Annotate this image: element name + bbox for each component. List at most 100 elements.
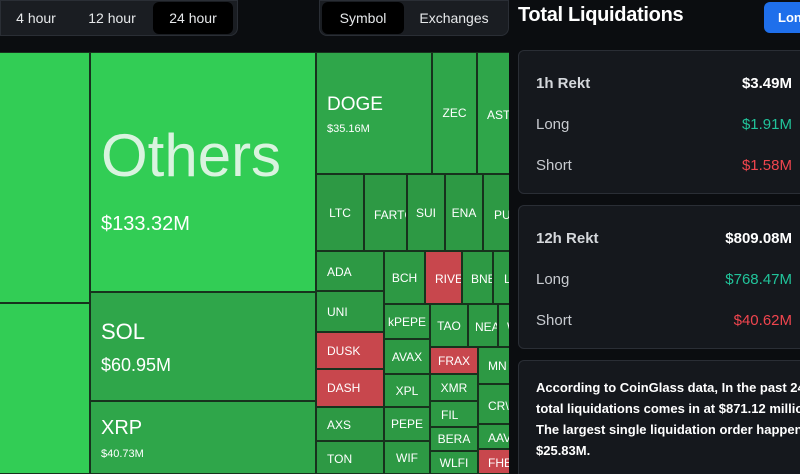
pu-symbol: PU [494,208,509,222]
w-symbol: W [507,320,509,334]
treemap-tile-w[interactable]: W [498,304,509,347]
treemap-tile-pu[interactable]: PU [483,174,509,251]
rekt-12h-label: 12h Rekt [536,230,599,247]
bera-symbol: BERA [437,432,471,446]
dash-symbol: DASH [327,381,361,395]
treemap-tile-l[interactable]: L [493,251,509,304]
treemap-tile-kpepe[interactable]: kPEPE [384,304,430,339]
treemap-tile-xmr[interactable]: XMR [430,374,478,401]
rekt-12h-long-row: Long $768.47M [536,271,792,288]
treemap-tile-pepe[interactable]: PEPE [384,407,430,441]
rekt-12h-card: 12h Rekt $809.08M Long $768.47M Short $4… [518,205,800,349]
bnb-symbol: BNE [471,272,492,286]
treemap-tile-doge[interactable]: DOGE $35.16M [316,52,432,174]
treemap-tile-frax[interactable]: FRAX [430,347,478,374]
near-symbol: NEA [475,320,498,334]
time-range-selector: 4 hour 12 hour 24 hour [0,0,238,36]
treemap-tile-ast[interactable]: AST [477,52,509,174]
time-24h-button[interactable]: 24 hour [153,2,233,34]
treemap-tile-ton[interactable]: TON [316,441,384,474]
fhe-symbol: FHE [488,456,509,470]
treemap-tile-axs[interactable]: AXS [316,407,384,441]
treemap-tile-ltc[interactable]: LTC [316,174,364,251]
rekt-1h-short-value: $1.58M [741,157,792,174]
crv-symbol: CR\ [488,399,509,413]
treemap-tile-aave[interactable]: AAV [478,424,509,449]
treemap-tile-fartcoin[interactable]: FARTC [364,174,407,251]
treemap-tile-dash[interactable]: DASH [316,369,384,407]
rekt-12h-long-label: Long [536,271,570,288]
treemap-tile-avax[interactable]: AVAX [384,339,430,374]
ton-symbol: TON [327,452,353,466]
treemap-tile-dusk[interactable]: DUSK [316,332,384,369]
treemap-tile-bch[interactable]: BCH [384,251,425,304]
mn-symbol: MN [488,359,507,373]
treemap-tile-fil[interactable]: FIL [430,401,478,427]
uni-symbol: UNI [327,305,348,319]
time-12h-button[interactable]: 12 hour [88,10,136,26]
rekt-1h-total-row: 1h Rekt $3.49M [536,75,792,92]
wif-symbol: WIF [396,450,418,465]
xmr-symbol: XMR [440,380,468,395]
treemap-tile-bera[interactable]: BERA [430,427,478,451]
xrp-symbol: XRP [101,417,143,439]
summary-line-4: $25.83M. [536,443,591,458]
rekt-12h-short-value: $40.62M [733,312,792,329]
xpl-symbol: XPL [395,383,419,398]
treemap-tile-ada[interactable]: ADA [316,251,384,291]
treemap-tile-near[interactable]: NEA [468,304,498,347]
treemap-tile-uni[interactable]: UNI [316,291,384,332]
treemap-tile-sol[interactable]: SOL $60.95M [90,292,316,401]
summary-card: According to CoinGlass data, In the past… [518,360,800,474]
treemap-tile-sui[interactable]: SUI [407,174,445,251]
ena-symbol: ENA [451,205,477,220]
rekt-12h-long-value: $768.47M [725,271,792,288]
liquidation-treemap: Others $133.32M SOL $60.95M XRP $40.73M … [0,52,509,474]
treemap-tile-others[interactable]: Others $133.32M [90,52,316,292]
treemap-tile-wlfi[interactable]: WLFI [430,451,478,474]
rekt-12h-short-row: Short $40.62M [536,312,792,329]
treemap-tile-wif[interactable]: WIF [384,441,430,474]
summary-line-2: total liquidations comes in at $871.12 m… [536,401,800,416]
rekt-12h-short-label: Short [536,312,572,329]
treemap-tile-zec[interactable]: ZEC [432,52,477,174]
rekt-1h-short-label: Short [536,157,572,174]
ast-symbol: AST [487,108,509,122]
summary-text: According to CoinGlass data, In the past… [536,377,800,461]
rekt-1h-long-row: Long $1.91M [536,116,792,133]
others-symbol: Others [101,122,282,189]
wlfi-symbol: WLFI [439,455,469,470]
pepe-symbol: PEPE [390,417,423,431]
symbol-view-button[interactable]: Symbol [322,2,404,34]
treemap-tile-left-top[interactable] [0,52,90,303]
kpepe-symbol: kPEPE [387,314,426,329]
treemap-tile-rive[interactable]: RIVE [425,251,462,304]
rekt-12h-total: $809.08M [725,230,792,247]
treemap-tile-xrp[interactable]: XRP $40.73M [90,401,316,474]
exchanges-view-button[interactable]: Exchanges [419,10,489,26]
time-4h-button[interactable]: 4 hour [16,10,56,26]
dusk-symbol: DUSK [327,344,361,358]
treemap-tile-mn[interactable]: MN [478,347,509,384]
treemap-tile-left-bottom[interactable] [0,303,90,474]
rekt-12h-total-row: 12h Rekt $809.08M [536,230,792,247]
sol-symbol: SOL [101,319,146,344]
treemap-tile-tao[interactable]: TAO [430,304,468,347]
long-button[interactable]: Lon [764,2,800,33]
frax-symbol: FRAX [437,353,470,368]
fil-symbol: FIL [441,408,459,422]
treemap-tile-crv[interactable]: CR\ [478,384,509,424]
summary-line-1: According to CoinGlass data, In the past… [536,380,800,395]
treemap-tile-fhe[interactable]: FHE [478,449,509,474]
view-mode-selector: Symbol Exchanges [319,0,509,36]
treemap-tile-ena[interactable]: ENA [445,174,483,251]
xrp-value: $40.73M [101,448,144,460]
avax-symbol: AVAX [391,349,423,364]
treemap-tile-bnb[interactable]: BNE [462,251,493,304]
rekt-1h-long-label: Long [536,116,570,133]
treemap-tile-xpl[interactable]: XPL [384,374,430,407]
ltc-symbol: LTC [329,205,351,220]
doge-symbol: DOGE [327,94,383,115]
rekt-1h-label: 1h Rekt [536,75,591,92]
